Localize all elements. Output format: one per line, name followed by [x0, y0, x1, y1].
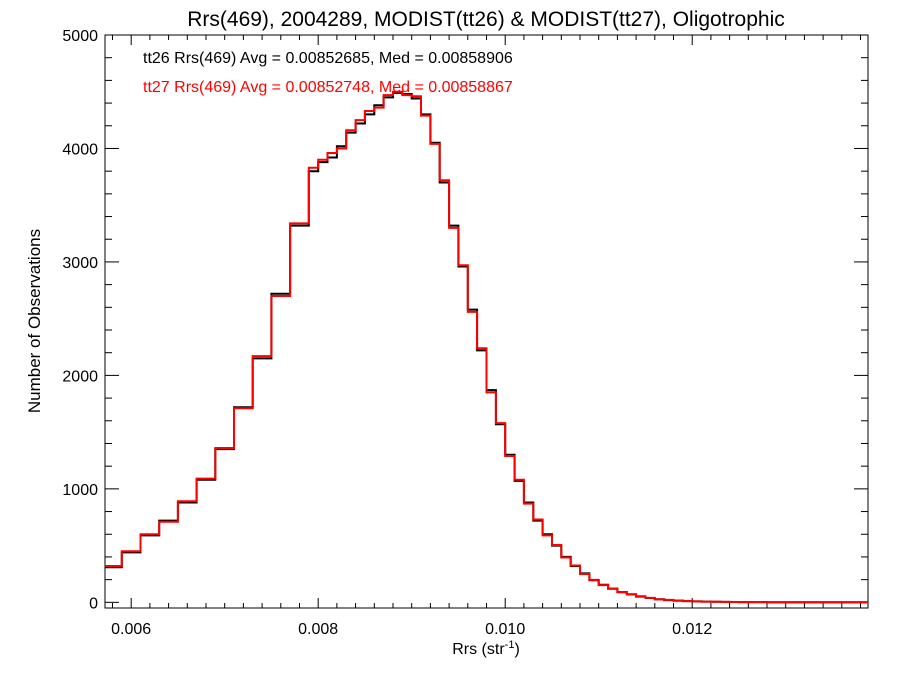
- x-axis-label-close: ): [514, 641, 519, 658]
- plot-frame: [104, 34, 869, 609]
- plot-area: [104, 34, 869, 609]
- annotation-tt26: tt26 Rrs(469) Avg = 0.00852685, Med = 0.…: [143, 50, 513, 67]
- x-axis-label-main: Rrs (str: [452, 641, 505, 658]
- y-tick-label: 5000: [62, 28, 98, 45]
- y-tick-label: 0: [89, 595, 98, 612]
- x-axis-label: Rrs (str-1): [452, 639, 520, 658]
- y-tick-label: 3000: [62, 255, 98, 272]
- y-tick-label: 2000: [62, 368, 98, 385]
- y-axis-label: Number of Observations: [25, 229, 44, 413]
- x-tick-label: 0.006: [111, 621, 151, 638]
- y-tick-labels: 0 1000 2000 3000 4000 5000: [62, 28, 98, 612]
- x-tick-label: 0.012: [672, 621, 712, 638]
- y-tick-label: 1000: [62, 482, 98, 499]
- x-tick-labels: 0.006 0.008 0.010 0.012: [111, 621, 712, 638]
- x-tick-label: 0.010: [485, 621, 525, 638]
- series-line-tt27: [105, 90, 868, 604]
- chart-title: Rrs(469), 2004289, MODIST(tt26) & MODIST…: [187, 8, 785, 31]
- annotation-tt27: tt27 Rrs(469) Avg = 0.00852748, Med = 0.…: [143, 79, 513, 96]
- series-layer: [105, 90, 868, 604]
- x-tick-label: 0.008: [298, 621, 338, 638]
- axis-ticks: [105, 34, 868, 608]
- x-axis-label-sup: -1: [505, 639, 515, 651]
- y-tick-label: 4000: [62, 141, 98, 158]
